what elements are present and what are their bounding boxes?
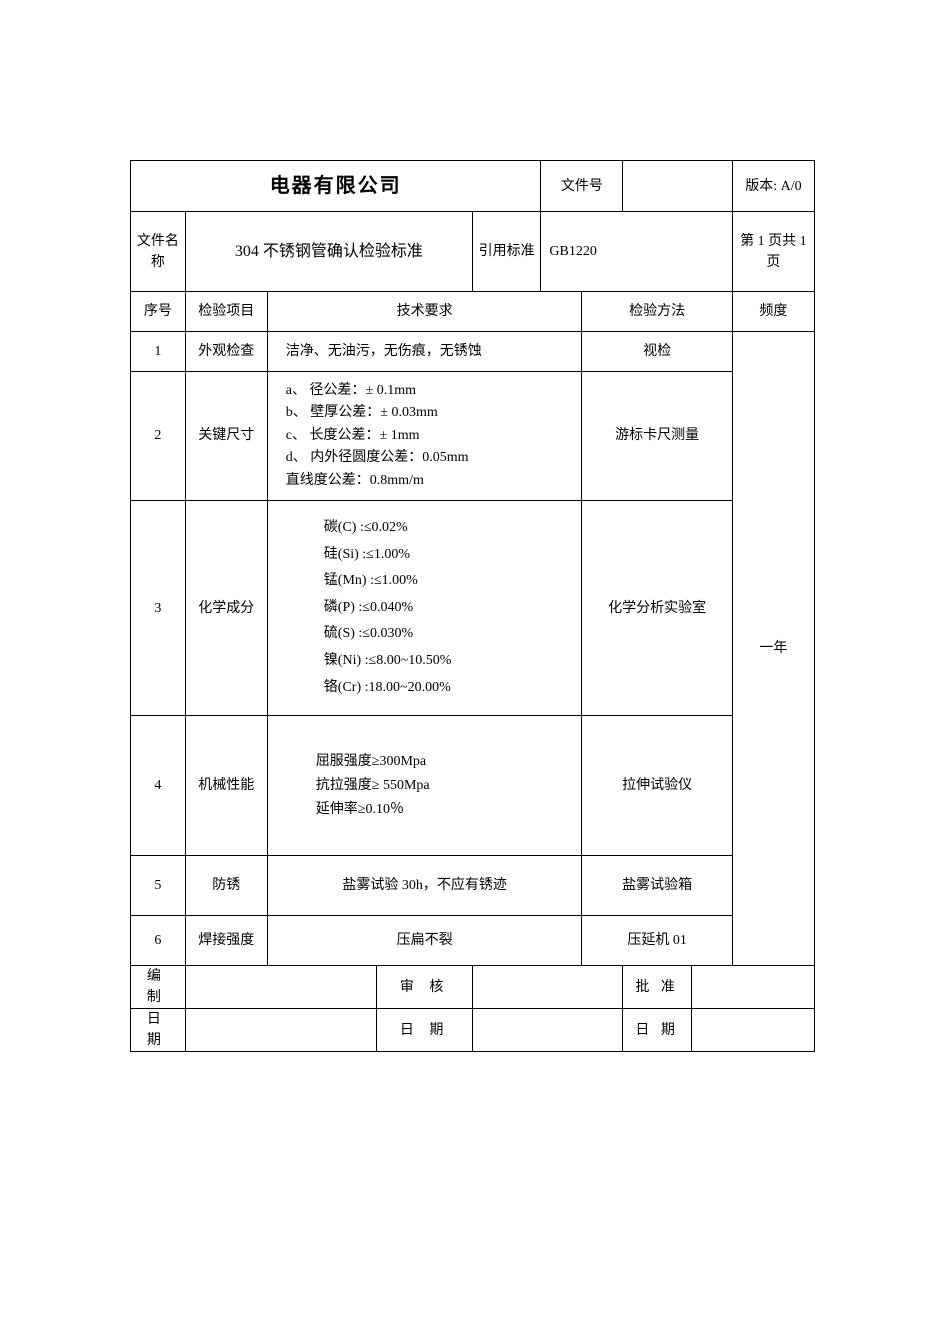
date1-value: [185, 1009, 377, 1052]
table-row-item: 焊接强度: [185, 916, 267, 966]
table-row-req: 盐雾试验 30h，不应有锈迹: [267, 856, 582, 916]
doc-number-label: 文件号: [541, 161, 623, 212]
version-value: A/0: [781, 179, 802, 194]
approve-label: 批 准: [623, 966, 691, 1009]
table-row-seq: 4: [131, 716, 186, 856]
table-row-req: 压扁不裂: [267, 916, 582, 966]
doc-number-value: [623, 161, 732, 212]
date2-value: [472, 1009, 622, 1052]
prepare-label: 编 制: [131, 966, 186, 1009]
frequency-cell: 一年: [732, 332, 814, 966]
col-freq: 频度: [732, 292, 814, 332]
date3-value: [691, 1009, 814, 1052]
prepare-value: [185, 966, 377, 1009]
table-row-method: 拉伸试验仪: [582, 716, 732, 856]
col-seq: 序号: [131, 292, 186, 332]
table-row-item: 机械性能: [185, 716, 267, 856]
col-item: 检验项目: [185, 292, 267, 332]
review-label: 审 核: [377, 966, 473, 1009]
table-row-seq: 5: [131, 856, 186, 916]
table-row-req: 屈服强度≥300Mpa 抗拉强度≥ 550Mpa 延伸率≥0.10％: [267, 716, 582, 856]
table-row-item: 外观检查: [185, 332, 267, 372]
table-row-item: 化学成分: [185, 500, 267, 715]
approve-value: [691, 966, 814, 1009]
table-row-item: 防锈: [185, 856, 267, 916]
table-row-item: 关键尺寸: [185, 372, 267, 501]
ref-std-value: GB1220: [541, 212, 732, 292]
review-value: [472, 966, 622, 1009]
file-name-value: 304 不锈钢管确认检验标准: [185, 212, 472, 292]
ref-std-label: 引用标准: [472, 212, 540, 292]
table-row-seq: 2: [131, 372, 186, 501]
date2-label: 日 期: [377, 1009, 473, 1052]
table-row-req: 碳(C) :≤0.02% 硅(Si) :≤1.00% 锰(Mn) :≤1.00%…: [267, 500, 582, 715]
col-method: 检验方法: [582, 292, 732, 332]
table-row-method: 化学分析实验室: [582, 500, 732, 715]
date3-label: 日 期: [623, 1009, 691, 1052]
file-name-label: 文件名称: [131, 212, 186, 292]
table-row-method: 视检: [582, 332, 732, 372]
company-name: 电器有限公司: [131, 161, 541, 212]
table-row-req: 洁净、无油污，无伤痕，无锈蚀: [267, 332, 582, 372]
table-row-method: 盐雾试验箱: [582, 856, 732, 916]
inspection-standard-table: 电器有限公司 文件号 版本: A/0 文件名称 304 不锈钢管确认检验标准 引…: [130, 160, 815, 1052]
date1-label: 日 期: [131, 1009, 186, 1052]
version-label: 版本:: [745, 179, 777, 194]
table-row-method: 游标卡尺测量: [582, 372, 732, 501]
version-cell: 版本: A/0: [732, 161, 814, 212]
table-row-seq: 3: [131, 500, 186, 715]
col-req: 技术要求: [267, 292, 582, 332]
page-info: 第 1 页共 1 页: [732, 212, 814, 292]
table-row-seq: 6: [131, 916, 186, 966]
table-row-seq: 1: [131, 332, 186, 372]
table-row-method: 压延机 01: [582, 916, 732, 966]
table-row-req: a、 径公差：± 0.1mm b、 壁厚公差：± 0.03mm c、 长度公差：…: [267, 372, 582, 501]
